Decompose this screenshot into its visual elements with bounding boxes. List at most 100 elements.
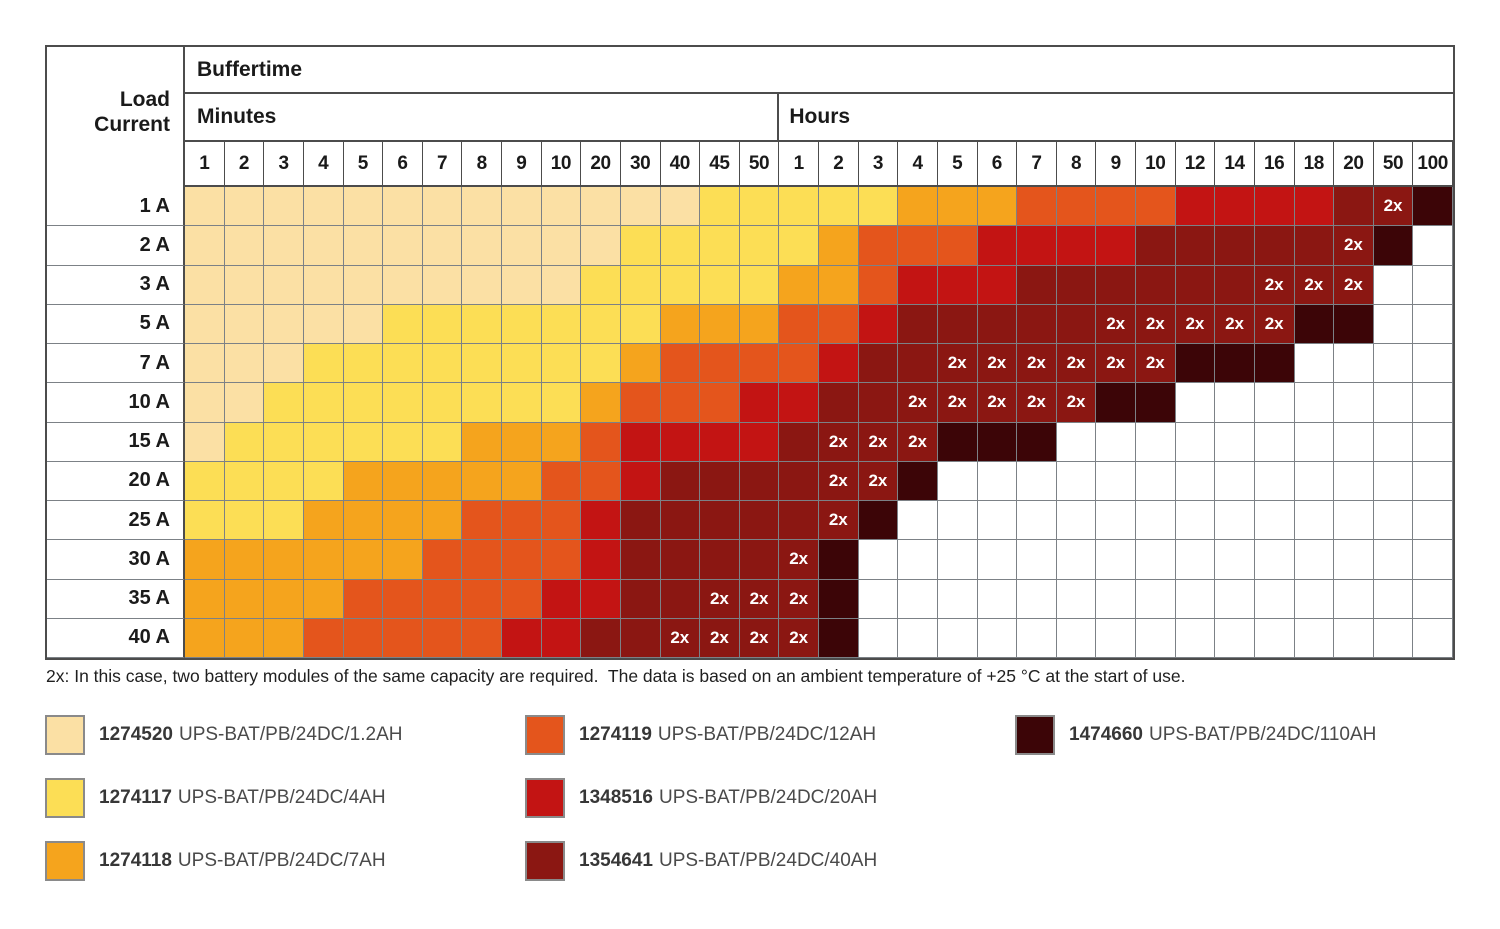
buffertime-cell bbox=[1373, 304, 1414, 344]
buffertime-cell bbox=[224, 383, 265, 423]
legend-item-1274118: 1274118 UPS-BAT/PB/24DC/7AH bbox=[45, 841, 402, 881]
row-label-30A: 30 A bbox=[47, 540, 185, 580]
col-header-h-16: 16 bbox=[1254, 142, 1295, 187]
buffertime-cell bbox=[1017, 304, 1057, 344]
buffertime-cell bbox=[739, 540, 780, 580]
buffertime-cell bbox=[819, 187, 859, 227]
buffertime-cell bbox=[264, 422, 304, 462]
buffertime-cell bbox=[660, 383, 701, 423]
buffertime-cell bbox=[660, 265, 701, 305]
buffertime-cell bbox=[1373, 265, 1414, 305]
col-header-h-6: 6 bbox=[977, 142, 1018, 187]
row-label-1A: 1 A bbox=[47, 187, 185, 227]
buffertime-cell bbox=[1096, 579, 1136, 619]
buffertime-cell bbox=[1056, 422, 1097, 462]
row-label-10A: 10 A bbox=[47, 383, 185, 423]
buffertime-cell bbox=[462, 383, 502, 423]
buffertime-cell: 2x bbox=[1334, 226, 1374, 266]
buffertime-cell: 2x bbox=[1017, 383, 1057, 423]
buffertime-cell bbox=[422, 540, 463, 580]
buffertime-cell bbox=[739, 187, 780, 227]
buffertime-cell bbox=[541, 618, 582, 658]
buffertime-cell bbox=[898, 540, 938, 580]
buffertime-cell: 2x bbox=[1056, 344, 1097, 384]
row-label-3A: 3 A bbox=[47, 265, 185, 305]
buffertime-cell bbox=[264, 304, 304, 344]
legend-item-1474660: 1474660 UPS-BAT/PB/24DC/110AH bbox=[1015, 715, 1376, 755]
buffertime-cell bbox=[819, 226, 859, 266]
buffertime-cell bbox=[1334, 618, 1374, 658]
col-header-min-3: 3 bbox=[264, 142, 304, 187]
buffertime-cell bbox=[1096, 461, 1136, 501]
legend-label: 1348516 UPS-BAT/PB/24DC/20AH bbox=[579, 787, 878, 808]
buffertime-cell bbox=[1215, 540, 1255, 580]
buffertime-cell bbox=[502, 226, 542, 266]
buffertime-cell bbox=[185, 579, 225, 619]
buffertime-cell bbox=[462, 226, 502, 266]
buffertime-cell bbox=[185, 187, 225, 227]
buffertime-cell: 2x bbox=[1096, 344, 1136, 384]
buffertime-cell bbox=[620, 383, 661, 423]
buffertime-cell bbox=[1215, 422, 1255, 462]
buffertime-cell: 2x bbox=[977, 344, 1018, 384]
buffertime-cell bbox=[779, 383, 819, 423]
buffertime-cell bbox=[700, 304, 740, 344]
buffertime-cell bbox=[462, 461, 502, 501]
buffertime-cell bbox=[739, 383, 780, 423]
buffertime-cell bbox=[620, 540, 661, 580]
buffertime-cell: 2x bbox=[858, 422, 899, 462]
buffertime-cell bbox=[1373, 579, 1414, 619]
buffertime-cell bbox=[1413, 579, 1453, 619]
buffertime-cell bbox=[422, 501, 463, 541]
buffertime-cell bbox=[224, 344, 265, 384]
buffertime-cell bbox=[937, 226, 978, 266]
buffertime-cell bbox=[224, 579, 265, 619]
buffertime-cell bbox=[819, 579, 859, 619]
col-header-h-14: 14 bbox=[1215, 142, 1255, 187]
buffertime-cell bbox=[1017, 540, 1057, 580]
buffertime-cell bbox=[422, 422, 463, 462]
col-header-min-8: 8 bbox=[462, 142, 502, 187]
buffertime-cell bbox=[1413, 501, 1453, 541]
buffertime-cell bbox=[977, 226, 1018, 266]
buffertime-cell bbox=[502, 422, 542, 462]
buffertime-cell bbox=[303, 187, 344, 227]
buffertime-cell bbox=[1334, 422, 1374, 462]
buffertime-cell bbox=[1096, 501, 1136, 541]
buffertime-cell bbox=[858, 265, 899, 305]
buffertime-cell bbox=[383, 383, 423, 423]
buffertime-cell bbox=[541, 501, 582, 541]
buffertime-cell bbox=[1254, 226, 1295, 266]
buffertime-cell bbox=[343, 618, 384, 658]
buffertime-cell bbox=[343, 540, 384, 580]
buffertime-cell: 2x bbox=[819, 501, 859, 541]
buffertime-cell bbox=[700, 383, 740, 423]
buffertime-cell bbox=[977, 618, 1018, 658]
buffertime-cell bbox=[224, 501, 265, 541]
buffertime-cell bbox=[779, 187, 819, 227]
buffertime-cell bbox=[502, 618, 542, 658]
buffertime-cell bbox=[1175, 226, 1216, 266]
buffertime-cell bbox=[502, 304, 542, 344]
buffertime-cell bbox=[660, 344, 701, 384]
buffertime-cell bbox=[1373, 461, 1414, 501]
buffertime-cell bbox=[620, 461, 661, 501]
buffertime-cell bbox=[383, 265, 423, 305]
buffertime-cell bbox=[1413, 461, 1453, 501]
buffertime-cell: 2x bbox=[898, 422, 938, 462]
buffertime-cell bbox=[898, 579, 938, 619]
buffertime-cell bbox=[581, 579, 621, 619]
buffertime-cell bbox=[462, 618, 502, 658]
buffertime-cell bbox=[620, 579, 661, 619]
col-header-min-50: 50 bbox=[739, 142, 780, 187]
buffertime-cell bbox=[185, 383, 225, 423]
buffertime-cell bbox=[264, 187, 304, 227]
buffertime-cell bbox=[1294, 501, 1335, 541]
col-header-h-4: 4 bbox=[898, 142, 938, 187]
col-header-h-1: 1 bbox=[779, 142, 819, 187]
buffertime-cell: 2x bbox=[700, 579, 740, 619]
buffertime-cell bbox=[303, 501, 344, 541]
buffertime-cell bbox=[700, 187, 740, 227]
buffertime-cell bbox=[779, 422, 819, 462]
